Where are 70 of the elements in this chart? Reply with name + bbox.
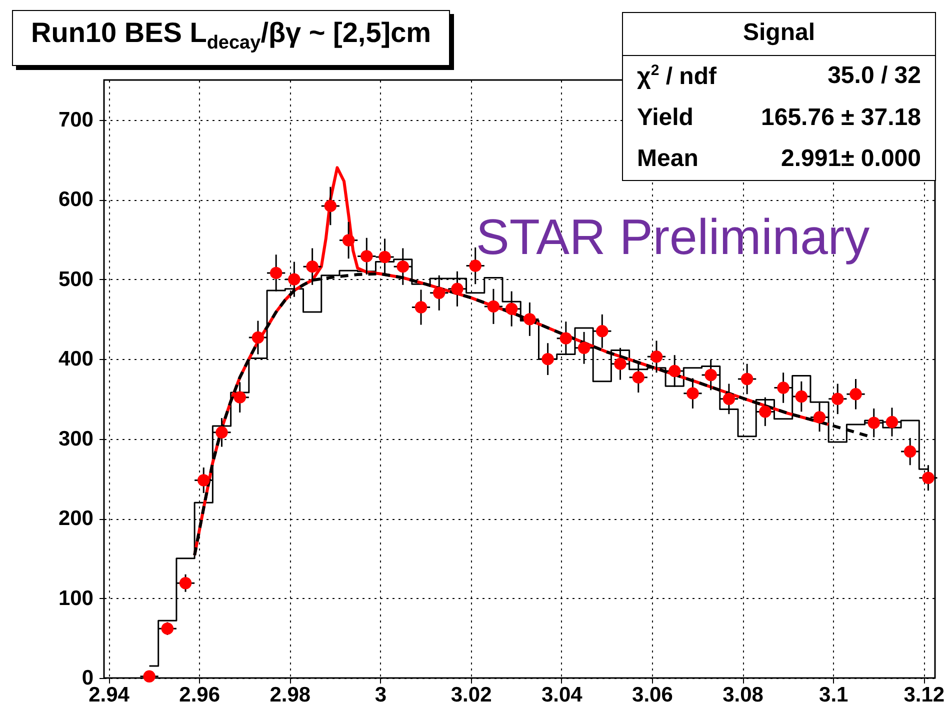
point: [288, 273, 300, 286]
point: [886, 416, 898, 428]
y-tick-label: 100: [58, 586, 94, 610]
point: [252, 331, 264, 344]
chart-title: Run10 BES L$_{decay}$/βγ ~ [2,5]cm: [12, 10, 450, 66]
point: [614, 358, 626, 370]
point: [795, 390, 808, 403]
point: [396, 260, 410, 273]
point: [704, 368, 717, 382]
point: [632, 371, 644, 384]
annotation: Mean: [637, 145, 698, 173]
point: [650, 350, 663, 363]
point: [451, 282, 464, 296]
y-tick-label: 500: [58, 268, 94, 291]
point: [234, 391, 246, 404]
point: [179, 577, 192, 590]
x-tick-label: 2.94: [88, 684, 130, 706]
x-tick-label: 3.12: [904, 684, 945, 706]
annotation: 2.991± 0.000: [781, 145, 921, 173]
x-tick-label: 2.98: [270, 684, 311, 706]
point: [342, 234, 355, 246]
point: [414, 301, 428, 314]
point: [904, 445, 916, 458]
point: [596, 325, 608, 338]
x-tick-label: 3.04: [541, 684, 583, 706]
point: [378, 250, 391, 264]
x-tick-label: 2.96: [179, 684, 220, 706]
y-tick-label: 600: [58, 188, 94, 212]
x-tick-label: 3: [374, 684, 387, 706]
y-tick-label: 200: [58, 507, 94, 530]
point: [198, 474, 210, 486]
point: [740, 372, 754, 386]
text: Signal: [623, 13, 935, 56]
point: [922, 472, 934, 484]
x-tick-label: 3.06: [632, 684, 673, 706]
point: [306, 260, 318, 273]
point: [469, 260, 482, 272]
x-tick-label: 3.02: [450, 684, 492, 706]
point: [832, 392, 844, 406]
point: [813, 411, 826, 424]
annotation: χ$^{2}$ / ndf: [637, 62, 716, 91]
x-tick-label: 3.1: [819, 684, 849, 706]
point: [432, 286, 446, 299]
point: [487, 300, 500, 313]
point: [686, 387, 699, 400]
point: [759, 406, 772, 418]
y-tick-label: 700: [58, 108, 94, 132]
point: [668, 364, 681, 378]
y-tick-label: 400: [58, 348, 94, 371]
point: [777, 382, 790, 394]
point: [578, 342, 590, 354]
point: [216, 426, 228, 439]
x-tick-label: 3.08: [722, 684, 764, 706]
point: [324, 200, 337, 212]
point: [270, 266, 282, 280]
point: [542, 352, 554, 366]
point: [868, 416, 880, 429]
point: [143, 670, 156, 683]
annotation: Yield: [637, 104, 694, 132]
point: [722, 392, 736, 406]
point: [360, 250, 373, 262]
y-tick-label: 300: [58, 427, 94, 450]
annotation: 35.0 / 32: [828, 62, 921, 91]
point: [560, 332, 572, 344]
point: [524, 313, 536, 326]
point: [505, 302, 518, 315]
annotation: STAR Preliminary: [476, 208, 870, 266]
point: [161, 622, 174, 635]
annotation: 165.76 ± 37.18: [761, 104, 921, 132]
point: [850, 388, 862, 400]
